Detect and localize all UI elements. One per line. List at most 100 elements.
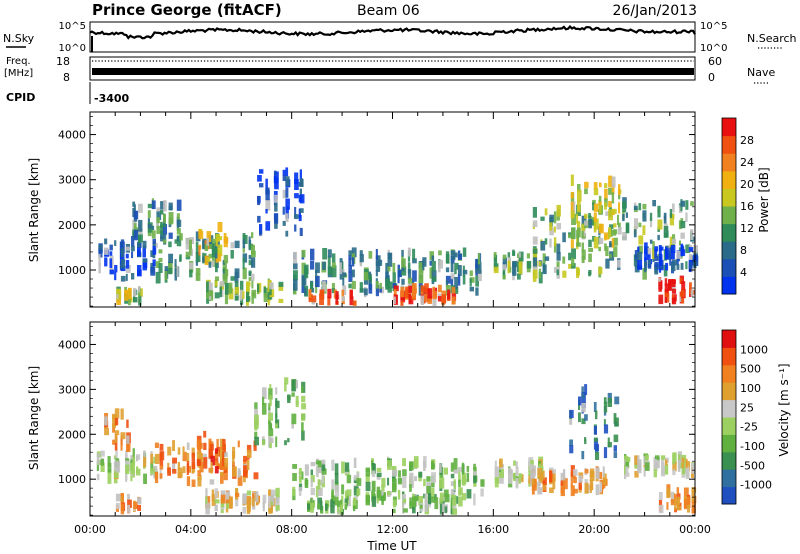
heatmap-cell [444, 494, 450, 503]
heatmap-cell [581, 249, 586, 260]
heatmap-cell [426, 476, 431, 482]
colorbar-tick-label: 12 [740, 222, 754, 235]
heatmap-cell [331, 491, 334, 498]
heatmap-cell [204, 255, 209, 266]
heatmap-cell [294, 172, 299, 184]
heatmap-cell [301, 430, 305, 441]
heatmap-cell [589, 484, 594, 489]
heatmap-cell [138, 288, 143, 297]
heatmap-cell [669, 253, 672, 266]
colorbar-swatch [722, 206, 736, 225]
heatmap-cell [581, 242, 584, 253]
heatmap-cell [517, 261, 520, 273]
heatmap-cell [216, 439, 219, 449]
heatmap-cell [310, 261, 315, 270]
heatmap-cell [507, 262, 510, 274]
heatmap-cell [413, 476, 417, 482]
heatmap-cell [593, 402, 597, 413]
heatmap-cell [215, 238, 218, 247]
heatmap-cell [96, 461, 100, 471]
heatmap-cell [275, 505, 280, 511]
heatmap-cell [293, 279, 298, 291]
heatmap-cell [304, 464, 309, 476]
heatmap-cell [211, 489, 214, 499]
heatmap-cell [275, 497, 280, 507]
heatmap-cell [246, 497, 252, 506]
heatmap-cell [412, 258, 417, 264]
heatmap-cell [477, 253, 481, 265]
heatmap-cell [570, 201, 574, 212]
heatmap-cell [208, 438, 212, 449]
heatmap-cell [549, 222, 553, 231]
heatmap-cell [549, 470, 554, 483]
heatmap-cell [531, 479, 535, 485]
heatmap-cell [681, 289, 685, 298]
heatmap-cell [150, 453, 154, 464]
heatmap-cell [282, 175, 287, 181]
heatmap-cell [689, 289, 692, 294]
heatmap-cell [208, 289, 213, 297]
heatmap-cell [214, 466, 219, 474]
heatmap-cell [581, 224, 586, 231]
heatmap-cell [315, 465, 319, 478]
colorbar-swatch [722, 364, 736, 383]
heatmap-cell [251, 257, 256, 268]
heatmap-cell [657, 234, 660, 241]
heatmap-cell [604, 232, 609, 240]
heatmap-cell [671, 297, 677, 305]
heatmap-cell [301, 274, 306, 279]
heatmap-cell [581, 230, 584, 238]
heatmap-cell [475, 287, 479, 296]
heatmap-cell [392, 478, 397, 490]
heatmap-cell [315, 262, 320, 274]
heatmap-cell [423, 478, 426, 487]
heatmap-cell [168, 261, 173, 274]
heatmap-cell [570, 174, 574, 186]
heatmap-cell [351, 269, 355, 278]
heatmap-cell [197, 447, 201, 454]
heatmap-cell [317, 503, 321, 509]
heatmap-cell [593, 182, 598, 190]
heatmap-cell [652, 200, 656, 207]
heatmap-cell [593, 224, 597, 233]
heatmap-cell [432, 291, 438, 300]
heatmap-cell [418, 262, 424, 274]
power-x-axis [89, 112, 696, 307]
heatmap-cell [633, 202, 637, 208]
heatmap-cell [215, 247, 218, 254]
heatmap-cell [674, 498, 677, 511]
heatmap-cell [179, 254, 182, 262]
heatmap-cell [262, 387, 267, 399]
heatmap-cell [473, 475, 477, 484]
time-tick-label: 16:00 [477, 523, 509, 536]
heatmap-cell [622, 232, 627, 241]
heatmap-cell [611, 184, 615, 194]
heatmap-cell [334, 463, 339, 476]
heatmap-cell [412, 287, 417, 293]
heatmap-cell [581, 418, 586, 425]
heatmap-cell [672, 238, 677, 245]
heatmap-cell [581, 402, 586, 413]
heatmap-cell [376, 498, 379, 504]
heatmap-cell [154, 453, 160, 464]
heatmap-cell [540, 240, 546, 251]
heatmap-cell [438, 250, 442, 256]
y-tick-label: 4000 [58, 338, 86, 351]
heatmap-cell [246, 449, 252, 458]
heatmap-cell [595, 410, 598, 420]
heatmap-cell [214, 488, 218, 498]
heatmap-cell [163, 239, 167, 244]
heatmap-cell [381, 477, 386, 488]
heatmap-cell [191, 452, 195, 462]
heatmap-cell [319, 290, 324, 297]
heatmap-cell [248, 270, 252, 276]
heatmap-cell [424, 293, 428, 302]
heatmap-cell [298, 476, 302, 483]
heatmap-cell [603, 424, 609, 434]
heatmap-cell [598, 246, 601, 252]
heatmap-cell [230, 249, 234, 259]
heatmap-cell [513, 460, 517, 466]
heatmap-cell [133, 223, 137, 229]
heatmap-cell [457, 274, 461, 286]
heatmap-cell [556, 243, 561, 254]
